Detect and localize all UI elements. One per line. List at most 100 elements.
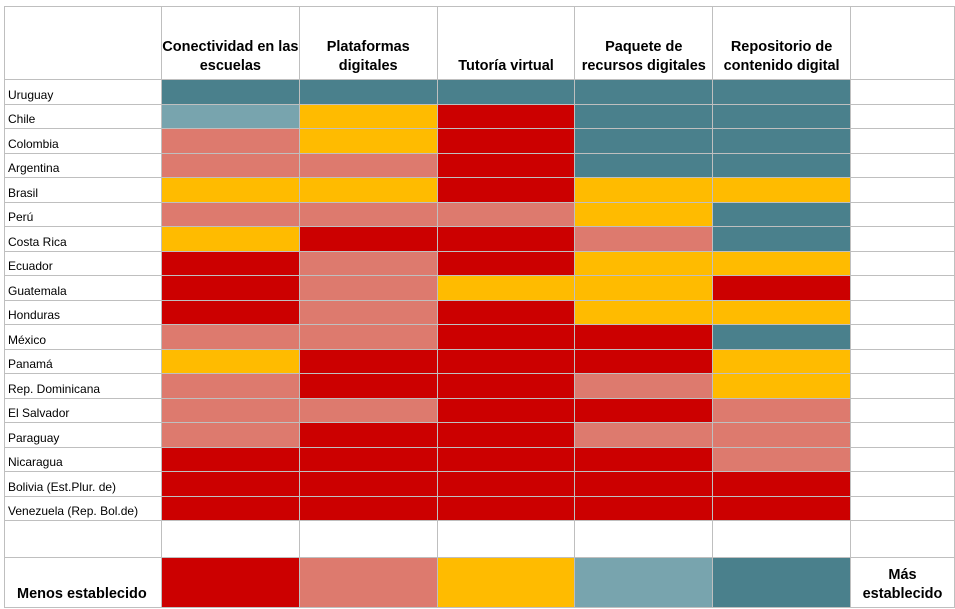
row-label: Honduras [4, 299, 162, 325]
heatmap-cell [574, 373, 714, 399]
heatmap-cell [436, 226, 576, 252]
heatmap-cell [712, 226, 852, 252]
column-header: Tutoría virtual [436, 6, 576, 80]
heatmap-cell [712, 275, 852, 301]
heatmap-cell [436, 495, 576, 521]
heatmap-cell [298, 79, 438, 105]
heatmap-cell [574, 495, 714, 521]
row-label: Argentina [4, 152, 162, 178]
heatmap-cell [160, 471, 300, 497]
row-label: Costa Rica [4, 226, 162, 252]
heatmap-cell [160, 250, 300, 276]
heatmap-cell [298, 446, 438, 472]
heatmap-cell [298, 275, 438, 301]
heatmap-cell [712, 177, 852, 203]
heatmap-cell [160, 128, 300, 154]
heatmap-cell [712, 79, 852, 105]
heatmap-cell [160, 79, 300, 105]
heatmap-cell [712, 397, 852, 423]
heatmap-cell [712, 152, 852, 178]
heatmap-cell [574, 422, 714, 448]
column-header: Repositorio de contenido digital [712, 6, 852, 80]
heatmap-cell [298, 103, 438, 129]
legend-swatch [574, 557, 714, 608]
heatmap-cell [712, 373, 852, 399]
row-label: El Salvador [4, 397, 162, 423]
heatmap-cell [160, 348, 300, 374]
row-label: México [4, 324, 162, 350]
heatmap-cell [298, 201, 438, 227]
spacer-cell [850, 520, 955, 558]
table-row: Nicaragua [4, 446, 955, 472]
row-label: Chile [4, 103, 162, 129]
legend-swatch [298, 557, 438, 608]
heatmap-cell [712, 299, 852, 325]
row-spacer-cell [850, 299, 955, 325]
row-spacer-cell [850, 275, 955, 301]
heatmap-cell [160, 446, 300, 472]
spacer-cell [574, 520, 714, 558]
legend-swatch [712, 557, 852, 608]
row-spacer-cell [850, 226, 955, 252]
table-row: Ecuador [4, 250, 955, 276]
heatmap-cell [160, 103, 300, 129]
heatmap-cell [712, 324, 852, 350]
heatmap-cell [436, 275, 576, 301]
heatmap-cell [436, 373, 576, 399]
heatmap-cell [712, 495, 852, 521]
spacer-cell [436, 520, 576, 558]
table-row: Panamá [4, 348, 955, 374]
heatmap-cell [298, 226, 438, 252]
table-row: Honduras [4, 299, 955, 325]
table-row: El Salvador [4, 397, 955, 423]
heatmap-cell [436, 471, 576, 497]
row-label: Nicaragua [4, 446, 162, 472]
heatmap-cell [574, 446, 714, 472]
heatmap-cell [712, 348, 852, 374]
heatmap-cell [712, 422, 852, 448]
table-row: Venezuela (Rep. Bol.de) [4, 495, 955, 521]
legend-max-label: Más establecido [850, 557, 955, 608]
row-label: Perú [4, 201, 162, 227]
heatmap-cell [436, 250, 576, 276]
row-label: Colombia [4, 128, 162, 154]
header-row: Conectividad en las escuelas Plataformas… [4, 6, 955, 80]
heatmap-cell [574, 299, 714, 325]
header-spacer-cell [850, 6, 955, 80]
corner-cell [4, 6, 162, 80]
heatmap-cell [160, 177, 300, 203]
row-spacer-cell [850, 79, 955, 105]
heatmap-cell [160, 275, 300, 301]
heatmap-cell [436, 201, 576, 227]
heatmap-cell [436, 446, 576, 472]
heatmap-body: Uruguay Chile Colombia Argentina Brasil Perú C… [4, 79, 955, 521]
heatmap-cell [712, 446, 852, 472]
heatmap-cell [574, 79, 714, 105]
heatmap-cell [436, 103, 576, 129]
table-row: Guatemala [4, 275, 955, 301]
row-spacer-cell [850, 324, 955, 350]
heatmap-cell [436, 152, 576, 178]
heatmap-table: Conectividad en las escuelas Plataformas… [4, 6, 955, 608]
row-spacer-cell [850, 177, 955, 203]
legend-min-label: Menos establecido [4, 557, 162, 608]
row-spacer-cell [850, 446, 955, 472]
heatmap-cell [298, 177, 438, 203]
heatmap-cell [298, 348, 438, 374]
heatmap-cell [298, 152, 438, 178]
heatmap-cell [574, 177, 714, 203]
spacer-cell [4, 520, 162, 558]
heatmap-cell [160, 397, 300, 423]
heatmap-cell [298, 422, 438, 448]
heatmap-cell [712, 128, 852, 154]
heatmap-cell [160, 226, 300, 252]
heatmap-cell [574, 226, 714, 252]
row-spacer-cell [850, 422, 955, 448]
row-spacer-cell [850, 128, 955, 154]
heatmap-cell [712, 201, 852, 227]
row-spacer-cell [850, 495, 955, 521]
row-label: Paraguay [4, 422, 162, 448]
heatmap-cell [160, 152, 300, 178]
heatmap-cell [298, 373, 438, 399]
row-spacer-cell [850, 348, 955, 374]
